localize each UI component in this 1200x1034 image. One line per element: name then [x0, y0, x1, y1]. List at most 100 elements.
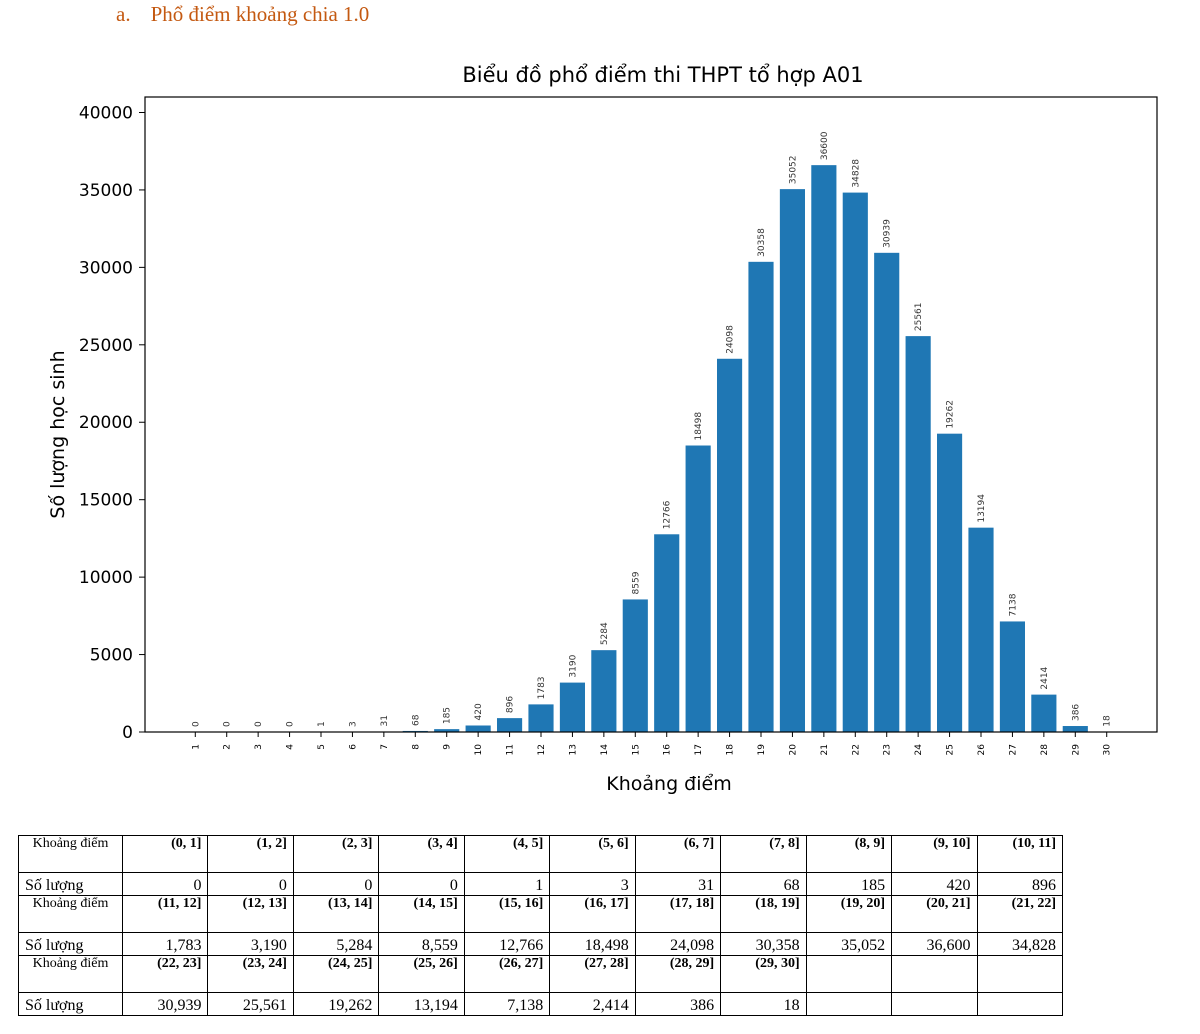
range-cell: (28, 29]	[634, 955, 722, 993]
x-axis-label: Khoảng điểm	[606, 773, 731, 795]
range-header-cell: Khoảng điểm	[18, 895, 123, 933]
data-label: 3190	[568, 654, 578, 677]
x-tick-label: 21	[820, 744, 830, 755]
count-cell	[891, 992, 978, 1016]
bar	[748, 261, 774, 732]
data-label: 3	[348, 721, 358, 727]
x-tick-label: 27	[1008, 744, 1018, 755]
bar	[811, 165, 837, 732]
section-heading: a. Phổ điểm khoảng chia 1.0	[116, 0, 369, 28]
x-tick-label: 7	[380, 744, 390, 750]
x-tick-label: 11	[506, 744, 516, 755]
range-cell: (25, 26]	[378, 955, 465, 993]
data-label: 0	[254, 721, 264, 727]
bar	[528, 704, 554, 732]
data-label: 185	[443, 707, 453, 724]
count-cell: 0	[207, 872, 294, 896]
plot-frame	[144, 96, 1158, 733]
bar	[842, 192, 868, 733]
count-cell: 0	[378, 872, 465, 896]
range-cell: (17, 18]	[634, 895, 722, 933]
count-cell	[976, 992, 1064, 1016]
count-cell: 1,783	[121, 932, 209, 956]
count-cell: 7,138	[463, 992, 551, 1016]
y-tick-label: 25000	[79, 336, 133, 356]
x-tick-label: 28	[1040, 744, 1050, 756]
x-tick-label: 25	[946, 744, 956, 755]
data-label: 2414	[1040, 666, 1050, 689]
section-letter: a.	[116, 1, 131, 26]
bar	[497, 718, 523, 732]
range-cell: (23, 24]	[207, 955, 294, 993]
bar	[1062, 726, 1088, 732]
bar	[779, 189, 805, 732]
x-tick-label: 23	[883, 744, 893, 755]
table-row: Khoảng điểm (11, 12] (12, 13] (13, 14] (14, …	[18, 895, 1064, 933]
range-cell: (18, 19]	[720, 895, 807, 933]
count-cell: 1	[463, 872, 551, 896]
count-cell: 5,284	[292, 932, 380, 956]
x-tick-label: 14	[600, 744, 610, 756]
y-tick-label: 15000	[79, 491, 133, 511]
range-cell	[891, 955, 978, 993]
data-label: 18498	[694, 412, 704, 441]
range-cell: (24, 25]	[292, 955, 380, 993]
x-tick-label: 17	[694, 744, 704, 755]
count-cell: 68	[720, 872, 807, 896]
range-cell: (26, 27]	[463, 955, 551, 993]
bar	[685, 445, 711, 732]
bar	[874, 252, 900, 732]
count-header-cell: Số lượng	[18, 992, 123, 1016]
count-cell: 12,766	[463, 932, 551, 956]
data-label: 0	[286, 721, 296, 727]
count-cell: 34,828	[976, 932, 1064, 956]
range-cell: (20, 21]	[891, 895, 978, 933]
bar	[465, 725, 491, 732]
count-cell: 386	[634, 992, 722, 1016]
y-tick-label: 5000	[90, 646, 133, 666]
x-tick-label: 9	[443, 744, 453, 750]
count-header-cell: Số lượng	[18, 872, 123, 896]
count-cell: 36,600	[891, 932, 978, 956]
count-cell	[805, 992, 893, 1016]
bar-chart: Biểu đồ phổ điểm thi THPT tổ hợp A01 0 0 0 0…	[47, 63, 1158, 795]
range-cell: (11, 12]	[121, 895, 209, 933]
y-axis-label: Số lượng học sinh	[47, 350, 69, 518]
count-cell: 13,194	[378, 992, 465, 1016]
count-cell: 896	[976, 872, 1064, 896]
x-tick-label: 18	[726, 744, 736, 756]
data-label: 24098	[726, 325, 736, 354]
data-label: 7138	[1008, 593, 1018, 616]
x-tick-label: 22	[851, 744, 861, 755]
bar	[559, 682, 585, 732]
count-header-cell: Số lượng	[18, 932, 123, 956]
range-cell: (5, 6]	[549, 835, 636, 873]
range-header-cell: Khoảng điểm	[18, 955, 123, 993]
range-cell: (15, 16]	[463, 895, 551, 933]
table-row: Khoảng điểm (0, 1] (1, 2] (2, 3] (3, 4] (4, 5…	[18, 835, 1064, 873]
data-label: 34828	[851, 159, 861, 188]
range-cell: (9, 10]	[891, 835, 978, 873]
range-cell: (3, 4]	[378, 835, 465, 873]
range-cell: (12, 13]	[207, 895, 294, 933]
x-tick-label: 8	[411, 744, 421, 750]
data-label: 30939	[883, 219, 893, 248]
data-label: 18	[1103, 715, 1113, 727]
bar	[999, 621, 1025, 732]
data-label: 25561	[914, 302, 924, 331]
bar	[591, 650, 617, 732]
bar	[717, 358, 743, 732]
table-row: Số lượng 1,783 3,190 5,284 8,559 12,766 18,498…	[18, 932, 1064, 956]
x-tick-label: 12	[537, 744, 547, 755]
bar	[654, 534, 680, 732]
range-cell: (16, 17]	[549, 895, 636, 933]
x-tick-label: 10	[474, 744, 484, 756]
data-label: 386	[1071, 704, 1081, 721]
range-header-cell: Khoảng điểm	[18, 835, 123, 873]
data-label: 36600	[820, 131, 830, 160]
range-cell: (14, 15]	[378, 895, 465, 933]
chart-title: Biểu đồ phổ điểm thi THPT tổ hợp A01	[462, 63, 863, 87]
bar	[1031, 694, 1057, 732]
section-title: Phổ điểm khoảng chia 1.0	[150, 1, 370, 26]
bar	[968, 527, 994, 732]
